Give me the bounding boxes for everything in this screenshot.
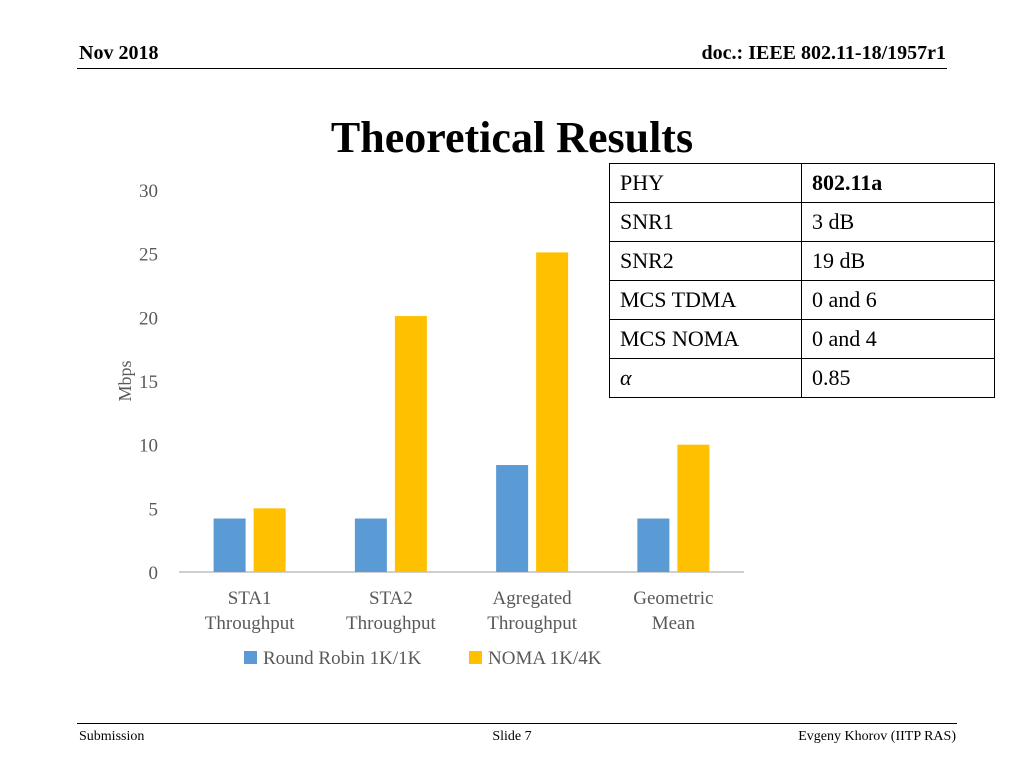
param-value: 0.85 xyxy=(801,358,995,398)
footer-author: Evgeny Khorov (IITP RAS) xyxy=(798,729,956,744)
table-row: α 0.85 xyxy=(609,358,995,398)
bar-noma xyxy=(253,508,286,572)
y-tick-label: 20 xyxy=(139,308,158,329)
slide-title: Theoretical Results xyxy=(330,113,694,162)
y-tick-label: 10 xyxy=(139,436,158,457)
x-tick-label: Throughput xyxy=(487,613,577,634)
y-tick-label: 25 xyxy=(139,245,158,266)
y-axis-label: Mbps xyxy=(115,360,135,401)
x-tick-label: Throughput xyxy=(205,613,295,634)
table-row: MCS TDMA 0 and 6 xyxy=(609,280,995,320)
param-value: 802.11a xyxy=(801,163,995,203)
param-name: α xyxy=(609,358,802,398)
x-tick-label: Geometric xyxy=(633,588,713,609)
param-name: PHY xyxy=(609,163,802,203)
y-tick-label: 0 xyxy=(149,563,159,584)
x-tick-label: STA1 xyxy=(228,588,272,609)
bar-noma xyxy=(677,444,710,572)
x-tick-label: Mean xyxy=(652,613,696,634)
bar-round-robin xyxy=(637,518,670,572)
bar-round-robin xyxy=(354,518,387,572)
param-value: 0 and 6 xyxy=(801,280,995,320)
table-row: PHY 802.11a xyxy=(609,163,995,203)
legend-label: NOMA 1K/4K xyxy=(488,648,602,669)
footer-slide-number: Slide 7 xyxy=(492,729,532,744)
x-tick-label: Throughput xyxy=(346,613,436,634)
footer-submission: Submission xyxy=(79,729,145,744)
footer-divider xyxy=(77,723,957,724)
param-name: SNR2 xyxy=(609,241,802,281)
param-value: 19 dB xyxy=(801,241,995,281)
bar-round-robin xyxy=(496,465,529,572)
param-name: MCS TDMA xyxy=(609,280,802,320)
header-doc-id: doc.: IEEE 802.11-18/1957r1 xyxy=(701,42,946,64)
table-row: MCS NOMA 0 and 4 xyxy=(609,319,995,359)
bar-round-robin xyxy=(213,518,246,572)
param-name: MCS NOMA xyxy=(609,319,802,359)
parameter-table: PHY 802.11a SNR1 3 dB SNR2 19 dB MCS TDM… xyxy=(609,163,995,398)
header-date: Nov 2018 xyxy=(79,42,159,64)
y-tick-label: 30 xyxy=(139,181,158,202)
bar-noma xyxy=(536,252,569,573)
y-tick-label: 5 xyxy=(149,499,159,520)
legend-swatch xyxy=(244,651,257,664)
table-row: SNR2 19 dB xyxy=(609,241,995,281)
legend-swatch xyxy=(469,651,482,664)
param-value: 0 and 4 xyxy=(801,319,995,359)
x-tick-label: Agregated xyxy=(493,588,573,609)
table-row: SNR1 3 dB xyxy=(609,202,995,242)
y-tick-label: 15 xyxy=(139,372,158,393)
x-tick-label: STA2 xyxy=(369,588,413,609)
param-name: SNR1 xyxy=(609,202,802,242)
header-divider xyxy=(77,68,947,69)
bar-noma xyxy=(394,316,427,572)
param-value: 3 dB xyxy=(801,202,995,242)
legend-label: Round Robin 1K/1K xyxy=(263,648,422,669)
